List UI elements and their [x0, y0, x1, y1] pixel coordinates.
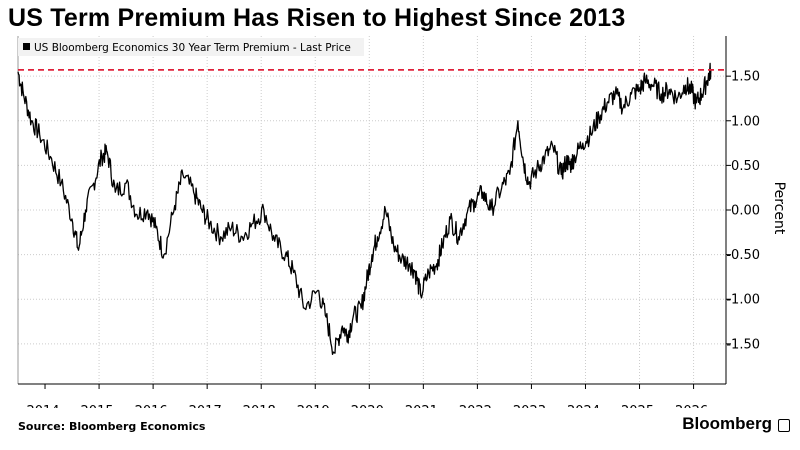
x-tick-label: 2019	[297, 404, 330, 408]
x-tick-label: 2015	[81, 404, 114, 408]
x-tick-label: 2018	[243, 404, 276, 408]
x-tick-label: 2021	[405, 404, 438, 408]
legend-swatch	[23, 43, 30, 50]
x-tick-label: 2026	[675, 404, 708, 408]
source-note: Source: Bloomberg Economics	[18, 420, 206, 433]
legend-box	[18, 38, 364, 56]
x-tick-label: 2020	[351, 404, 384, 408]
x-tick-label: 2024	[567, 404, 600, 408]
y-tick-label: 1.50	[731, 70, 760, 85]
chart-area: 1.50 1.00 0.50 0.00 -0.50 -1.00 -1.50 2014 2015 2…	[0, 36, 800, 408]
series-line-term-premium	[17, 62, 712, 356]
y-axis-label: Percent	[771, 182, 787, 235]
legend: US Bloomberg Economics 30 Year Term Prem…	[18, 38, 364, 56]
x-tick-label: 2025	[621, 404, 654, 408]
y-tick-label: 0.00	[731, 204, 760, 219]
bloomberg-logo-icon	[778, 419, 790, 432]
x-tick-label: 2017	[189, 404, 222, 408]
y-tick-label: -1.00	[726, 293, 760, 308]
x-tick-label: 2023	[513, 404, 546, 408]
y-tick-label: -1.50	[726, 337, 760, 352]
chart-title: US Term Premium Has Risen to Highest Sin…	[8, 4, 626, 32]
y-tick-label: 0.50	[731, 159, 760, 174]
grid-lines	[18, 36, 726, 384]
x-tick-label: 2014	[26, 404, 59, 408]
x-tick-label: 2022	[459, 404, 492, 408]
axis-ticks: 1.50 1.00 0.50 0.00 -0.50 -1.00 -1.50 2014 2015 2…	[26, 70, 760, 408]
brand-wordmark: Bloomberg	[682, 414, 772, 433]
line-chart: 1.50 1.00 0.50 0.00 -0.50 -1.00 -1.50 2014 2015 2…	[17, 36, 787, 408]
x-tick-label: 2016	[135, 404, 168, 408]
legend-label: US Bloomberg Economics 30 Year Term Prem…	[34, 42, 351, 54]
y-tick-label: 1.00	[731, 114, 760, 129]
y-tick-label: -0.50	[726, 248, 760, 263]
